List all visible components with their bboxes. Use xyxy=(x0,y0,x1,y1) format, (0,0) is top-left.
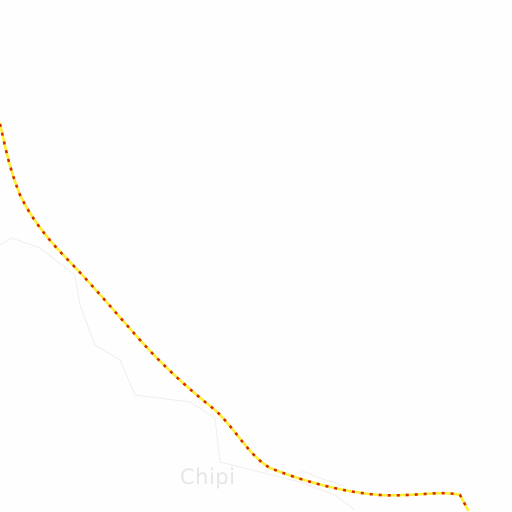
boundary-line-secondary xyxy=(299,469,346,487)
boundary-line xyxy=(0,237,356,511)
route-line-base xyxy=(0,122,470,512)
route-line[interactable] xyxy=(0,123,470,511)
place-label: Chipi xyxy=(180,465,236,489)
